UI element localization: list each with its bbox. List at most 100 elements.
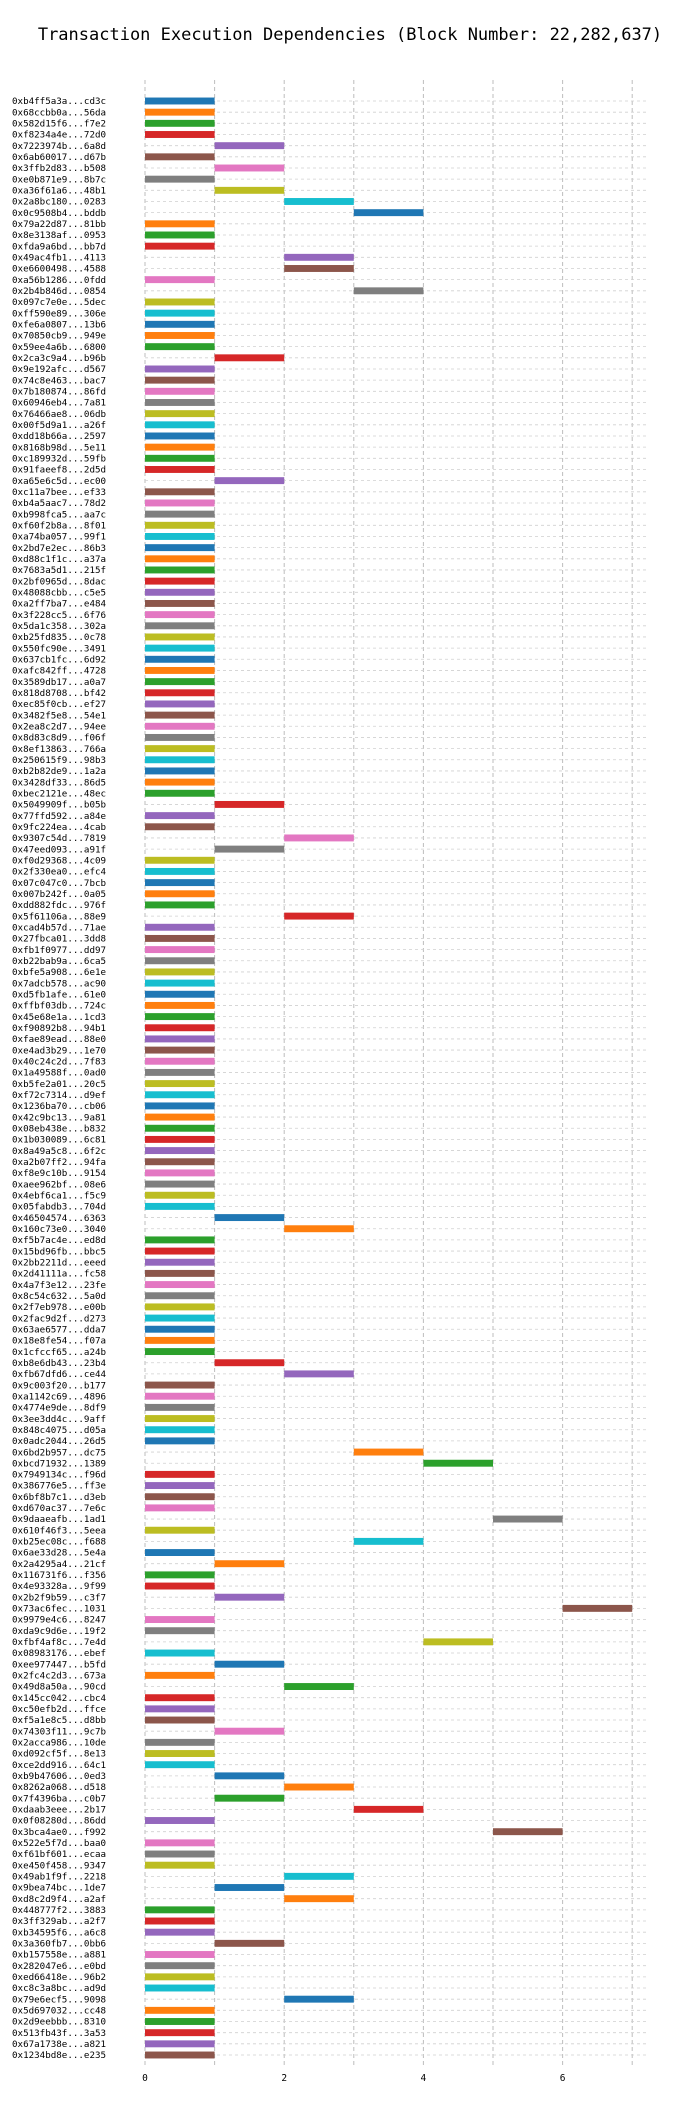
bar-tx-106 <box>145 1281 215 1289</box>
y-tick-label: 0x386776e5...ff3e <box>12 1481 106 1492</box>
bar-tx-13 <box>145 242 215 250</box>
y-tick-label: 0x74303f11...9c7b <box>12 1726 106 1737</box>
bar-tx-56 <box>145 722 215 730</box>
y-tick-label: 0xbcd71932...1389 <box>12 1458 106 1469</box>
y-tick-label: 0x513fb43f...3a53 <box>12 2028 106 2039</box>
bar-tx-140 <box>214 1660 285 1668</box>
bar-tx-82 <box>145 1013 215 1021</box>
y-tick-label: 0x6ab60017...d67b <box>12 152 106 163</box>
y-tick-label: 0x00f5d9a1...a26f <box>12 420 106 431</box>
y-tick-label: 0x522e5f7d...baa0 <box>12 1838 106 1849</box>
y-tick-label: 0x8c54c632...5a0d <box>12 1291 106 1302</box>
bar-tx-49 <box>145 644 215 652</box>
bar-tx-25 <box>145 376 215 384</box>
bar-tx-130 <box>145 1549 215 1557</box>
y-tick-label: 0xb4a5aac7...78d2 <box>12 498 106 509</box>
bar-tx-14 <box>284 253 354 261</box>
bar-tx-155 <box>493 1828 563 1836</box>
y-tick-label: 0x2f7eb978...e00b <box>12 1302 106 1313</box>
y-tick-label: 0x5d697032...cc48 <box>12 2006 106 2017</box>
y-tick-label: 0xffbf03db...724c <box>12 1001 106 1012</box>
y-tick-label: 0xdd882fdc...976f <box>12 900 106 911</box>
y-tick-label: 0x6ae33d28...5e4a <box>12 1548 106 1559</box>
y-tick-label: 0x15bd96fb...bbc5 <box>12 1246 106 1257</box>
y-tick-label: 0xb5fe2a01...20c5 <box>12 1079 106 1090</box>
x-tick-label-2: 2 <box>281 2073 287 2084</box>
bar-tx-147 <box>145 1738 215 1746</box>
y-tick-label: 0x3f228cc5...6f76 <box>12 610 106 621</box>
bar-tx-7 <box>145 175 215 183</box>
y-tick-label: 0xa2ff7ba7...e484 <box>12 599 107 610</box>
y-tick-label: 0x2f330ea0...efc4 <box>12 867 107 878</box>
bar-tx-83 <box>145 1024 215 1032</box>
bar-tx-77 <box>145 957 215 965</box>
bar-tx-94 <box>145 1147 215 1155</box>
bar-tx-92 <box>145 1124 215 1132</box>
y-tick-label: 0x8a49a5c8...6f2c <box>12 1146 106 1157</box>
grid-lines <box>144 80 633 2066</box>
y-tick-label: 0x4774e9de...8df9 <box>12 1403 106 1414</box>
y-tick-label: 0x2b2f9b59...c3f7 <box>12 1592 106 1603</box>
bar-tx-145 <box>145 1716 215 1724</box>
bar-tx-107 <box>145 1292 215 1300</box>
y-tick-label: 0x9fc224ea...4cab <box>12 822 106 833</box>
row-lines <box>145 100 647 2056</box>
y-axis-labels: 0xb4ff5a3a...cd3c0x68ccbb0a...56da0x582d… <box>12 96 107 2061</box>
bar-tx-54 <box>145 700 215 708</box>
y-tick-label: 0x2a4295a4...21cf <box>12 1559 106 1570</box>
y-tick-label: 0xfe6a0807...13b6 <box>12 320 106 331</box>
bar-tx-143 <box>145 1694 215 1702</box>
bar-tx-109 <box>145 1314 215 1322</box>
y-tick-label: 0x2d41111a...fc58 <box>12 1269 106 1280</box>
y-tick-label: 0xf61bf601...ecaa <box>12 1849 106 1860</box>
x-tick-label-6: 6 <box>560 2073 566 2084</box>
bar-tx-113 <box>214 1359 285 1367</box>
y-tick-label: 0x3482f5e8...54e1 <box>12 710 106 721</box>
bar-tx-51 <box>145 666 215 674</box>
y-tick-label: 0xff590e89...306e <box>12 308 106 319</box>
bar-tx-86 <box>145 1057 215 1065</box>
y-tick-label: 0x2bf0965d...8dac <box>12 576 106 587</box>
y-tick-label: 0xe0b871e9...8b7c <box>12 174 106 185</box>
y-tick-label: 0x5da1c358...302a <box>12 621 106 632</box>
bar-tx-59 <box>145 756 215 764</box>
bar-tx-129 <box>353 1537 424 1545</box>
bar-tx-73 <box>284 912 354 920</box>
y-tick-label: 0x91faeef8...2d5d <box>12 465 106 476</box>
bar-tx-10 <box>353 209 424 217</box>
bar-tx-169 <box>145 1984 215 1992</box>
bar-tx-5 <box>145 153 215 161</box>
bar-tx-48 <box>145 633 215 641</box>
y-tick-label: 0x2acca986...10de <box>12 1738 106 1749</box>
bar-tx-20 <box>145 320 215 328</box>
y-tick-label: 0x2fc4c2d3...673a <box>12 1671 106 1682</box>
bar-tx-167 <box>145 1962 215 1970</box>
bar-tx-4 <box>214 142 285 150</box>
y-tick-label: 0x49d8a50a...90cd <box>12 1682 106 1693</box>
bar-tx-139 <box>145 1649 215 1657</box>
bar-tx-116 <box>145 1392 215 1400</box>
bar-tx-123 <box>145 1470 215 1478</box>
bar-tx-72 <box>145 901 215 909</box>
bar-tx-141 <box>145 1671 215 1679</box>
bar-tx-91 <box>145 1113 215 1121</box>
y-tick-label: 0xc11a7bee...ef33 <box>12 487 106 498</box>
y-tick-label: 0xb9b47606...0ed3 <box>12 1771 106 1782</box>
bars <box>145 97 633 2059</box>
y-tick-label: 0xfb67dfd6...ce44 <box>12 1369 107 1380</box>
y-tick-label: 0xf8234a4e...72d0 <box>12 130 106 141</box>
bar-tx-9 <box>284 198 354 205</box>
y-tick-label: 0x60946eb4...7a81 <box>12 398 106 409</box>
y-tick-label: 0x9307c54d...7819 <box>12 833 106 844</box>
y-tick-label: 0xa1142c69...4896 <box>12 1391 106 1402</box>
y-tick-label: 0xd88c1f1c...a37a <box>12 554 106 565</box>
bar-tx-135 <box>562 1604 633 1612</box>
y-tick-label: 0xda9c9d6e...19f2 <box>12 1626 106 1637</box>
bar-tx-127 <box>493 1515 563 1523</box>
y-tick-label: 0xb2b82de9...1a2a <box>12 766 106 777</box>
y-tick-label: 0xdaab3eee...2b17 <box>12 1805 106 1816</box>
bar-tx-6 <box>214 164 285 172</box>
y-tick-label: 0x9daaeafb...1ad1 <box>12 1514 106 1525</box>
y-tick-label: 0x7b180874...86fd <box>12 387 106 398</box>
